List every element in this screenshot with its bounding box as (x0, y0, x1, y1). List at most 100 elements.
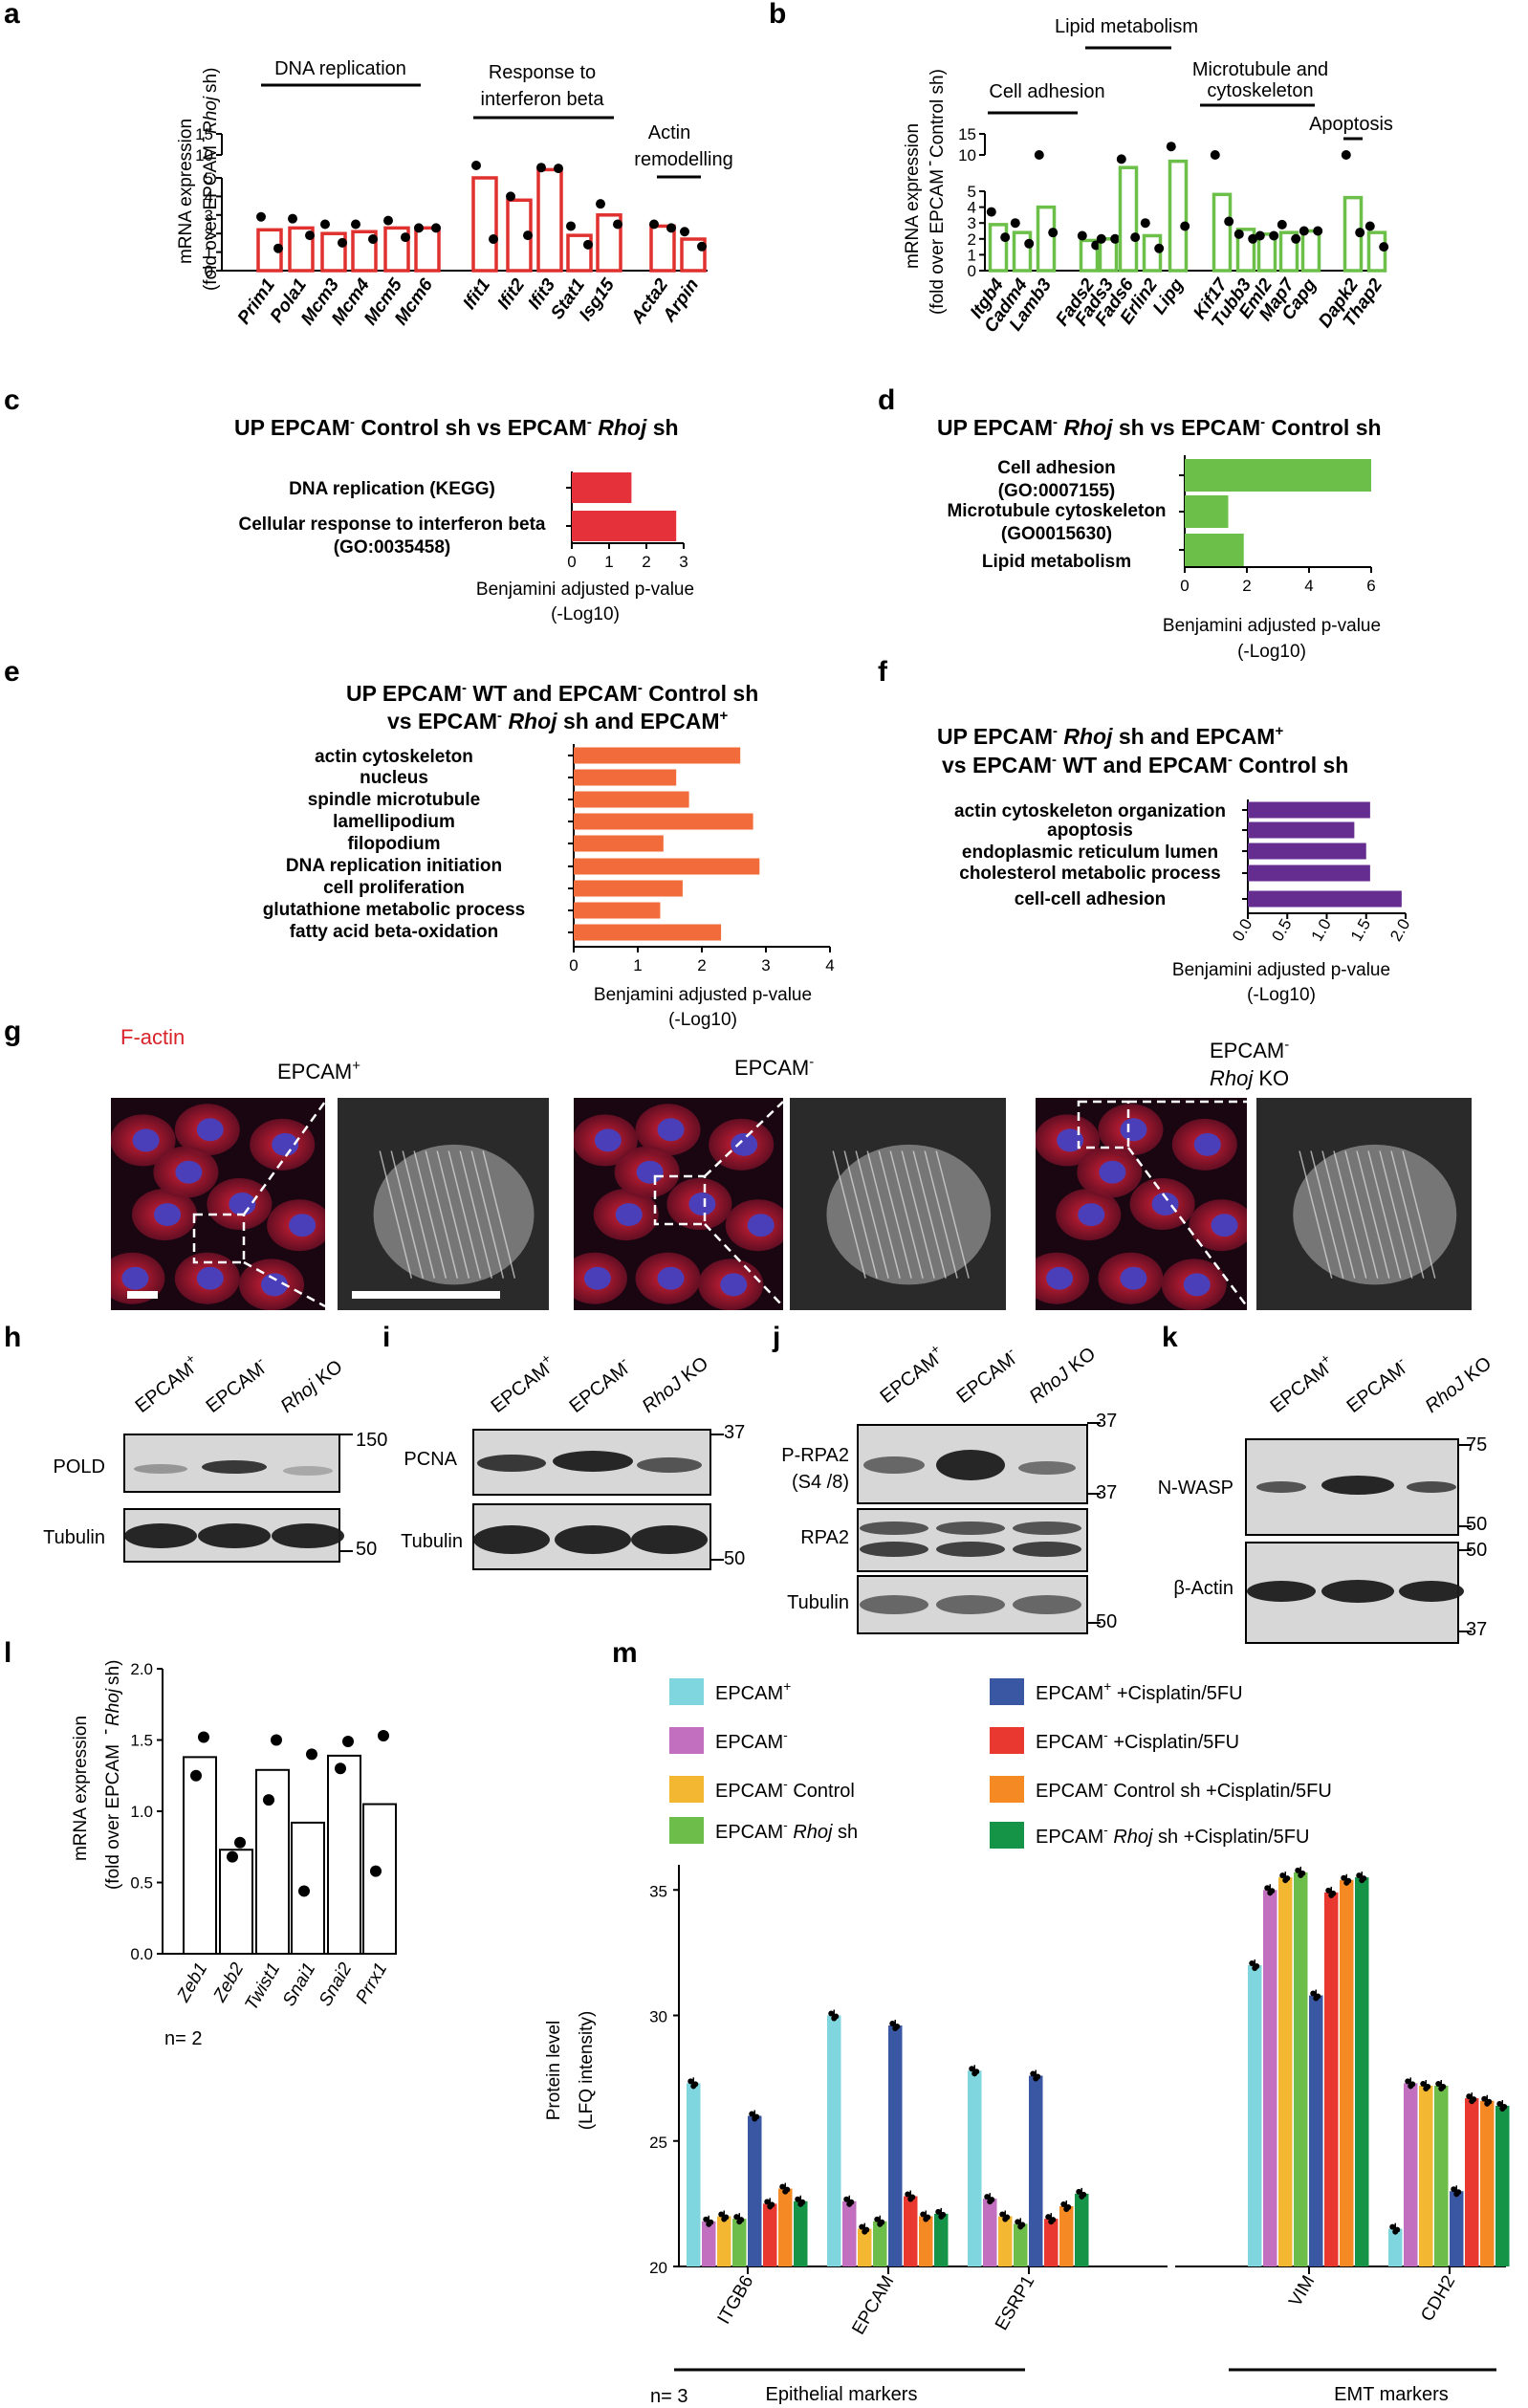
bar-Kif17 (1211, 192, 1233, 273)
y-tick-label: 1.0 (130, 1803, 153, 1821)
panel-m-ylabel-2: (LFQ intensity) (577, 2011, 597, 2131)
panel-a-ylabel-2: (fold over EPCAM (201, 145, 221, 291)
point (1030, 2070, 1037, 2077)
y-tick-label: 15 (195, 125, 213, 143)
panel-c: c UP EPCAM- Control sh vs EPCAM- Rhoj sh… (4, 384, 694, 624)
panel-a: a mRNA expression (fold over EPCAM - Rho… (4, 0, 733, 329)
point-Itgb4 (986, 207, 996, 217)
bar-Prrx1 (362, 1803, 397, 1956)
bar-Twist1 (255, 1768, 290, 1956)
bar-CDH2-2 (1419, 2086, 1433, 2266)
bar-apoptosis (1248, 821, 1355, 839)
bar-Fads6 (1118, 165, 1139, 273)
point (1282, 1877, 1289, 1884)
x-tick-label: 4 (1304, 577, 1313, 595)
bar-lamellipodium (574, 813, 753, 830)
point (969, 2066, 975, 2072)
nucleus (196, 1118, 224, 1142)
panel-a-group-2a: Response to (489, 62, 596, 83)
point (1017, 2223, 1024, 2230)
cell-body (826, 1144, 992, 1285)
panel-d-chart: 0 2 4 6 Cell adhesion (GO:0007155)Microtubule… (947, 455, 1376, 595)
category-label-1: apoptosis (1047, 821, 1133, 841)
bar-VIM-7 (1355, 1877, 1369, 2266)
point (1496, 2101, 1503, 2107)
point (1469, 2098, 1475, 2105)
panel-m-letter: m (612, 1637, 638, 1669)
point-Acta2 (666, 223, 676, 233)
panel-i-marker-37: 37 (724, 1422, 745, 1443)
panel-a-group-2b: interferon beta (481, 89, 605, 110)
actin-fiber (1299, 1150, 1333, 1279)
category-label-0: Cell adhesion (997, 458, 1116, 478)
point-Kif17 (1210, 150, 1220, 160)
panel-j-tubulin-blot-band (1013, 1595, 1081, 1614)
bar-CDH2-0 (1388, 2228, 1403, 2266)
point-Snai1 (298, 1885, 310, 1897)
bar-spindle microtubule (574, 791, 689, 808)
point-Lamb3 (1034, 150, 1044, 160)
bar-ITGB6-1 (702, 2221, 716, 2266)
panel-f-xlabel-2: (-Log10) (1247, 985, 1316, 1005)
point (999, 2211, 1006, 2218)
panel-a-group-3a: Actin (648, 122, 690, 143)
panel-g-col3-label-2: Rhoj KO (1210, 1066, 1289, 1090)
actin-fiber (832, 1150, 866, 1279)
point-Lipg (1166, 142, 1176, 152)
point (752, 2115, 758, 2122)
panel-j-letter: j (772, 1322, 780, 1353)
point (1341, 1874, 1347, 1881)
panel-k-lane-1: EPCAM- (1340, 1352, 1413, 1417)
point-Mcm3 (320, 219, 330, 230)
panel-l-n: n= 2 (164, 2028, 202, 2049)
x-tick-label: 4 (825, 956, 834, 974)
panel-j-lane-0: EPCAM+ (873, 1341, 949, 1408)
panel-d-letter: d (878, 384, 895, 416)
legend-label-5: EPCAM- +Cisplatin/5FU (1036, 1727, 1239, 1753)
panel-i-tubulin-blot-band (473, 1525, 550, 1554)
panel-f-letter: f (878, 656, 888, 688)
panel-i-letter: i (382, 1322, 390, 1353)
panel-l: l mRNA expression (fold over EPCAM - Rho… (4, 1637, 397, 2049)
nucleus (636, 1160, 664, 1184)
bar-ESRP1-3 (1014, 2223, 1028, 2266)
panel-j-prpa2-blot-band (863, 1456, 925, 1474)
actin-fiber (1344, 1150, 1379, 1279)
point-Tubb3 (1233, 229, 1244, 239)
point (1310, 1990, 1317, 1997)
panel-d-xlabel-2: (-Log10) (1237, 642, 1306, 662)
point-Fads6 (1130, 232, 1141, 243)
bar-Snai2 (327, 1754, 361, 1956)
point (1279, 1872, 1286, 1879)
point (938, 2213, 945, 2220)
panel-k-nwasp-blot-band (1407, 1481, 1456, 1493)
panel-d: d UP EPCAM- Rhoj sh vs EPCAM- Control sh… (878, 384, 1382, 662)
panel-j-rpa2-blot (857, 1508, 1088, 1572)
bar-Zeb2 (219, 1849, 253, 1955)
bar-Erlin2 (1142, 233, 1163, 273)
point (923, 2216, 929, 2222)
actin-fiber (390, 1150, 425, 1279)
legend-label-3: EPCAM- Rhoj sh (715, 1817, 858, 1843)
bar-ITGB6-0 (687, 2083, 701, 2266)
nucleus (1057, 1128, 1084, 1152)
bar-cell-cell adhesion (1248, 890, 1402, 908)
category-label-1: Microtubule cytoskeleton (947, 501, 1166, 521)
bar-CDH2-3 (1434, 2086, 1449, 2266)
panel-j-rpa2-blot-band (860, 1542, 928, 1557)
point (1359, 1877, 1365, 1884)
panel-h-letter: h (4, 1322, 21, 1353)
category-label-6: cell proliferation (323, 878, 465, 898)
point-Snai2 (342, 1735, 354, 1747)
point (706, 2221, 712, 2227)
legend-swatch-2 (669, 1776, 704, 1803)
panel-g: g F-actin EPCAM+ EPCAM- EPCAM- Rhoj KO (4, 1016, 1472, 1310)
actin-fiber (379, 1150, 413, 1279)
point (736, 2219, 743, 2225)
bar-VIM-4 (1309, 1995, 1323, 2266)
nucleus (1183, 1273, 1211, 1297)
bar-fatty acid beta-oxidation (574, 924, 722, 941)
bar-cholesterol metabolic process (1248, 865, 1370, 882)
panel-j-row-prpa2-site: (S4 /8) (792, 1472, 849, 1493)
nucleus (594, 1128, 622, 1152)
